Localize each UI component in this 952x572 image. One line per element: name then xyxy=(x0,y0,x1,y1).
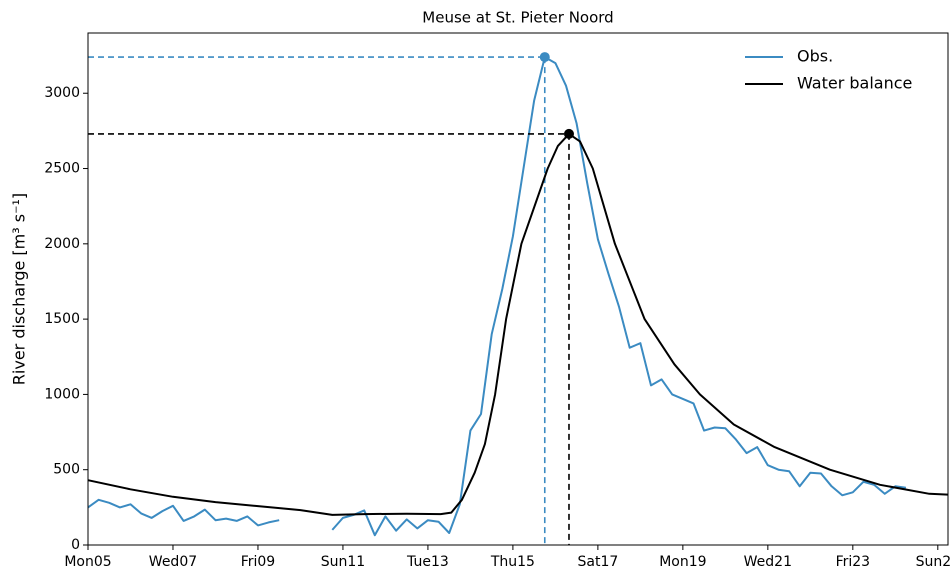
y-tick-label: 1000 xyxy=(44,386,80,402)
y-axis-label: River discharge [m³ s⁻¹] xyxy=(10,193,29,385)
x-tick-label: Fri23 xyxy=(836,554,871,570)
peak-marker xyxy=(563,128,574,139)
y-tick-label: 1500 xyxy=(44,311,80,327)
chart-title: Meuse at St. Pieter Noord xyxy=(422,9,613,27)
x-tick-label: Wed07 xyxy=(149,554,197,570)
y-tick-label: 2500 xyxy=(44,161,80,177)
y-tick-label: 500 xyxy=(53,462,80,478)
peak-marker xyxy=(539,52,550,63)
x-tick-label: Sun11 xyxy=(321,554,365,570)
series-line xyxy=(87,56,907,537)
legend-label: Water balance xyxy=(797,74,912,93)
x-tick-label: Sun25 xyxy=(916,554,952,570)
x-tick-label: Mon19 xyxy=(659,554,706,570)
plot-frame xyxy=(87,32,949,546)
series-line xyxy=(87,132,949,516)
legend-label: Obs. xyxy=(797,47,833,66)
y-tick-label: 0 xyxy=(71,537,80,553)
x-tick-label: Thu15 xyxy=(490,554,535,570)
x-tick-label: Mon05 xyxy=(64,554,111,570)
y-tick-label: 2000 xyxy=(44,236,80,252)
x-tick-label: Tue13 xyxy=(406,554,449,570)
x-tick-label: Wed21 xyxy=(744,554,792,570)
y-tick-label: 3000 xyxy=(44,85,80,101)
x-tick-label: Sat17 xyxy=(577,554,618,570)
x-tick-label: Fri09 xyxy=(241,554,276,570)
